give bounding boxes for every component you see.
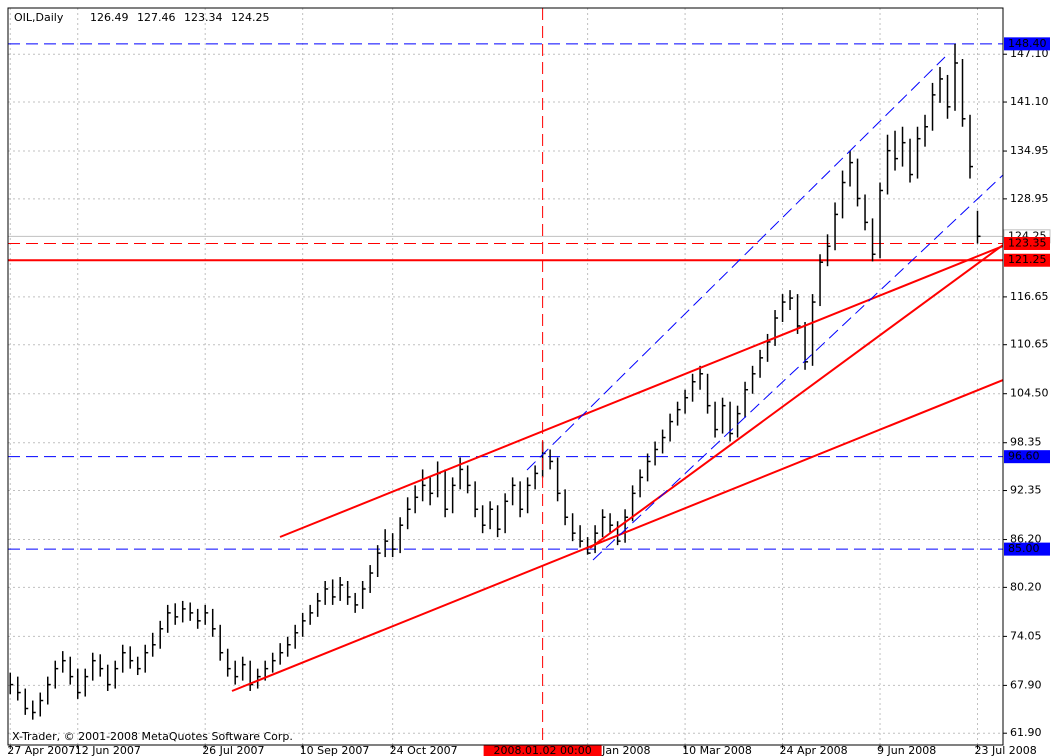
header-close: 124.25 [231,11,270,24]
y-tick-label: 67.90 [1010,678,1042,691]
y-tick-label: 104.50 [1010,387,1049,400]
price-label-box [1004,37,1050,51]
copyright: X-Trader, © 2001-2008 MetaQuotes Softwar… [12,730,293,743]
header-low: 123.34 [184,11,223,24]
y-tick-label: 110.65 [1010,338,1049,351]
price-lines [8,43,1003,550]
header-open: 126.49 [90,11,129,24]
price-label: 121.25 [1008,253,1047,266]
y-tick-label: 80.20 [1010,580,1042,593]
y-tick-label: 86.20 [1010,533,1042,546]
y-tick-label: 141.10 [1010,95,1049,108]
price-label: 96.60 [1008,450,1040,463]
x-tick-label: 12 Jun 2007 [75,744,141,756]
cursor-label: 2008.01.02 00:00 [494,744,592,756]
price-label-box [1004,450,1050,464]
x-tick-label: 26 Jul 2007 [202,744,264,756]
chart-title: OIL,Daily [14,11,64,24]
y-tick-label: 92.35 [1010,484,1042,497]
y-tick-label: 98.35 [1010,436,1042,449]
x-tick-label: 10 Mar 2008 [682,744,752,756]
plot-frame [7,7,1004,746]
x-tick-label: 27 Apr 2007 [7,744,75,756]
y-tick-label: 116.65 [1010,290,1049,303]
axes: 147.10 141.10 134.95 128.95 116.65 110.65 104.… [7,37,1051,756]
trendline [231,379,1003,692]
channel-line [526,56,946,471]
price-label: 85.00 [1008,542,1040,555]
price-label: 123.35 [1008,236,1047,249]
x-tick-label: 24 Apr 2008 [780,744,848,756]
cursor-label-box [483,745,602,756]
y-tick-label: 147.10 [1010,47,1049,60]
plot-area [8,8,1003,745]
trendline [279,245,1003,538]
y-tick-label: 128.95 [1010,192,1049,205]
grid [8,8,1003,745]
y-tick-label: 134.95 [1010,144,1049,157]
x-tick-label: 10 Sep 2007 [300,744,370,756]
price-label-box [1004,253,1050,267]
x-tick-label: 23 Jul 2008 [975,744,1037,756]
trendlines [231,56,1003,692]
y-tick-label: 74.05 [1010,629,1042,642]
x-tick-label: 9 Jun 2008 [877,744,936,756]
y-tick-label: 61.90 [1010,726,1042,739]
price-label: 148.40 [1008,37,1047,50]
bars [9,43,981,720]
channel-line [592,174,1003,561]
price-label-box [1004,542,1050,556]
header-high: 127.46 [137,11,176,24]
x-tick-label: 24 Oct 2007 [390,744,458,756]
price-label-box [1004,236,1050,250]
